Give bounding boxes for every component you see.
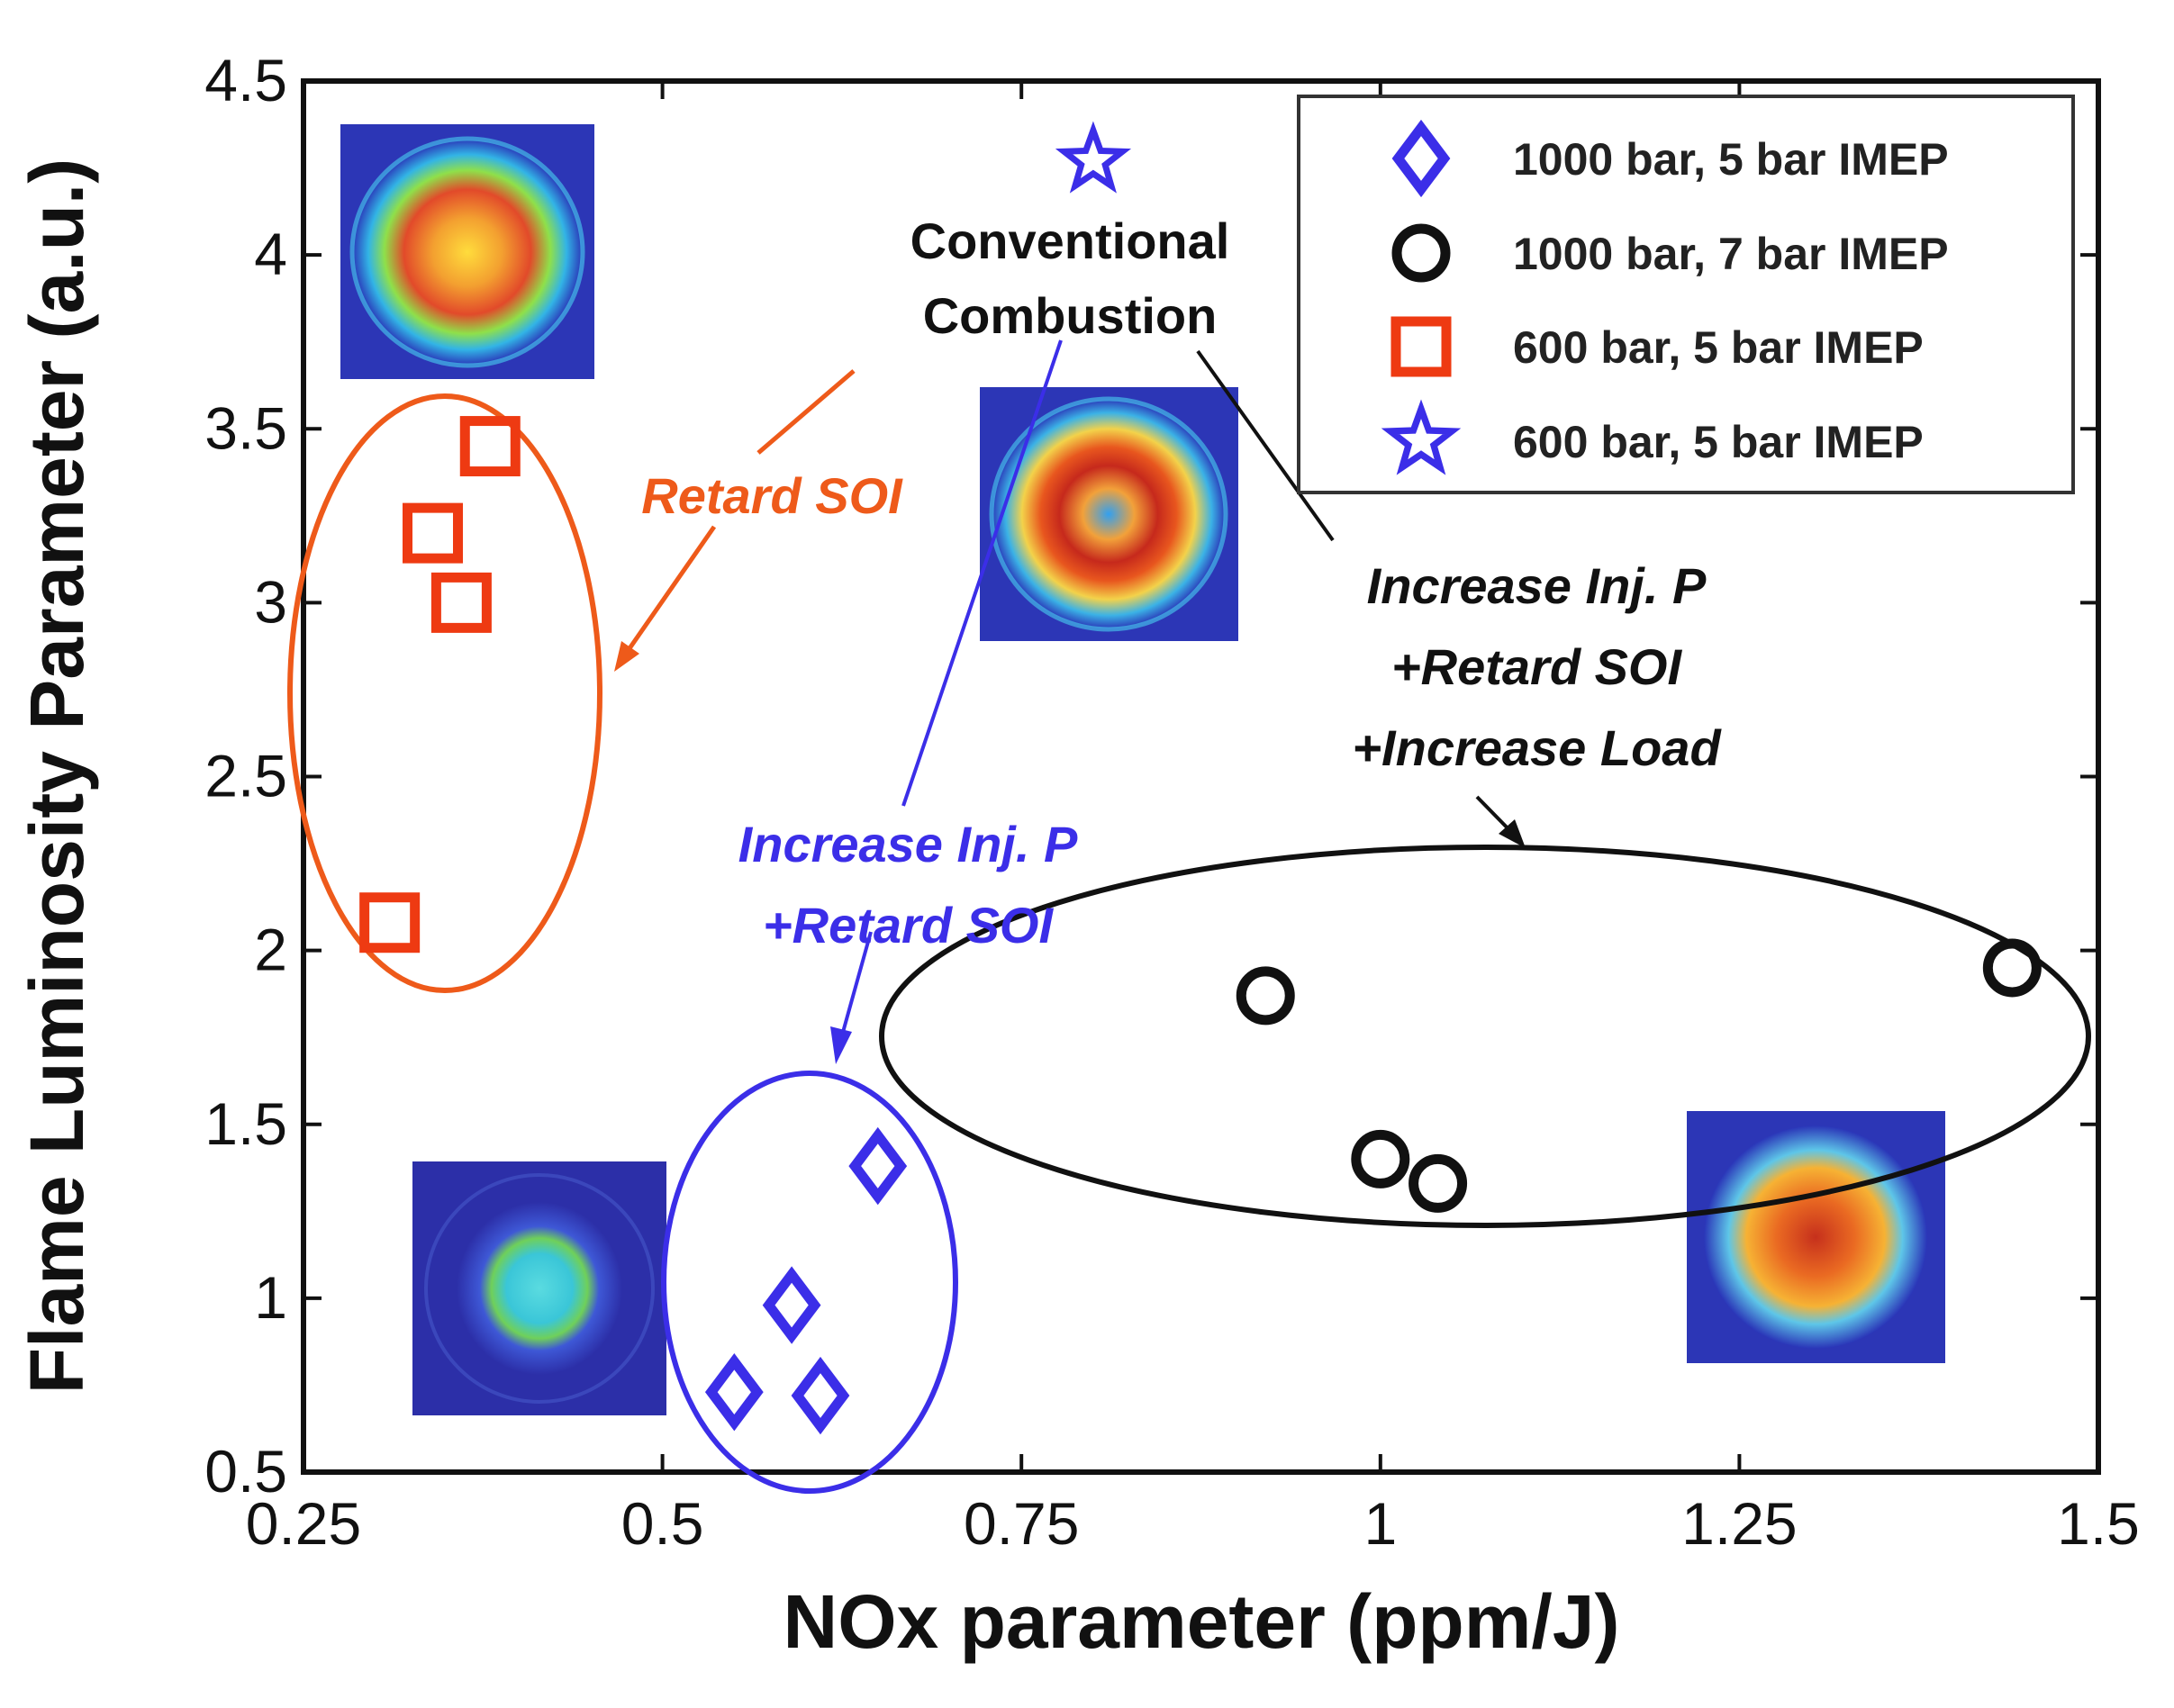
legend-circle-marker bbox=[1391, 223, 1451, 283]
square-data-point bbox=[430, 572, 492, 633]
y-axis-title: Flame Luminosity Parameter (a.u.) bbox=[14, 158, 99, 1394]
legend-star-marker bbox=[1381, 399, 1462, 475]
circle-data-point bbox=[1236, 966, 1295, 1026]
x-tick-label: 1.25 bbox=[1681, 1490, 1797, 1557]
y-tick-label: 3.5 bbox=[204, 394, 287, 461]
legend-entry-label: 1000 bar, 5 bar IMEP bbox=[1513, 134, 1949, 185]
legend-entry-label: 600 bar, 5 bar IMEP bbox=[1513, 417, 1924, 467]
diamond-data-point bbox=[762, 1266, 821, 1344]
star-data-point bbox=[1055, 121, 1132, 194]
retard-soi-label: Retard SOI bbox=[641, 467, 903, 524]
circle-data-point bbox=[1351, 1129, 1410, 1188]
y-tick-label: 4 bbox=[254, 221, 287, 287]
flame-image-bottom-right bbox=[1687, 1111, 1945, 1363]
y-tick-label: 2.5 bbox=[204, 743, 287, 809]
flame-image-top-left bbox=[340, 124, 594, 379]
flame-image-center bbox=[980, 387, 1238, 641]
blue-group-arrow bbox=[830, 339, 1063, 1064]
y-tick-label: 0.5 bbox=[204, 1438, 287, 1505]
conventional-label-line2: Combustion bbox=[923, 287, 1218, 344]
legend-entry-label: 1000 bar, 7 bar IMEP bbox=[1513, 229, 1949, 279]
black-annotation-line2: +Retard SOI bbox=[1391, 638, 1683, 695]
retard-soi-arrow bbox=[614, 369, 856, 672]
y-tick-label: 2 bbox=[254, 917, 287, 983]
legend: 1000 bar, 5 bar IMEP 1000 bar, 7 bar IMEP… bbox=[1297, 95, 2075, 494]
blue-annotation-line2: +Retard SOI bbox=[763, 897, 1055, 953]
x-tick-label: 0.25 bbox=[246, 1490, 361, 1557]
legend-diamond-marker bbox=[1391, 119, 1451, 198]
y-tick-label: 1 bbox=[254, 1264, 287, 1331]
x-tick-labels: 0.25 0.5 0.75 1 1.25 1.5 bbox=[246, 1490, 2140, 1557]
x-tick-label: 1 bbox=[1363, 1490, 1397, 1557]
conventional-label-line1: Conventional bbox=[910, 212, 1230, 269]
black-group-arrow bbox=[1196, 349, 1526, 848]
black-group-ellipse bbox=[879, 845, 2091, 1228]
diamond-data-point bbox=[848, 1126, 908, 1206]
legend-square-marker bbox=[1390, 316, 1452, 377]
y-tick-label: 1.5 bbox=[204, 1090, 287, 1157]
square-data-point bbox=[402, 502, 463, 564]
data-markers bbox=[359, 121, 2042, 1435]
diamond-data-point bbox=[704, 1352, 764, 1432]
diamond-data-point bbox=[791, 1356, 850, 1435]
blue-group-ellipse bbox=[661, 1071, 958, 1494]
y-tick-label: 4.5 bbox=[204, 47, 287, 113]
x-axis-title: NOx parameter (ppm/J) bbox=[784, 1579, 1620, 1664]
x-tick-label: 1.5 bbox=[2057, 1490, 2140, 1557]
circle-data-point bbox=[1982, 938, 2042, 998]
square-data-point bbox=[359, 892, 421, 953]
legend-entry-label: 600 bar, 5 bar IMEP bbox=[1513, 322, 1924, 373]
y-tick-label: 3 bbox=[254, 568, 287, 635]
square-data-point bbox=[459, 416, 521, 477]
black-annotation-line1: Increase Inj. P bbox=[1367, 557, 1707, 614]
blue-annotation-line1: Increase Inj. P bbox=[738, 816, 1078, 872]
x-tick-label: 0.5 bbox=[621, 1490, 704, 1557]
flame-image-bottom-left bbox=[412, 1161, 666, 1415]
x-tick-label: 0.75 bbox=[964, 1490, 1079, 1557]
black-annotation-line3: +Increase Load bbox=[1352, 719, 1722, 776]
y-tick-labels: 0.5 1 1.5 2 2.5 3 3.5 4 4.5 bbox=[204, 47, 287, 1505]
retard-soi-group-ellipse bbox=[287, 393, 602, 993]
circle-data-point bbox=[1409, 1153, 1468, 1213]
tick-marks bbox=[302, 79, 2100, 1474]
